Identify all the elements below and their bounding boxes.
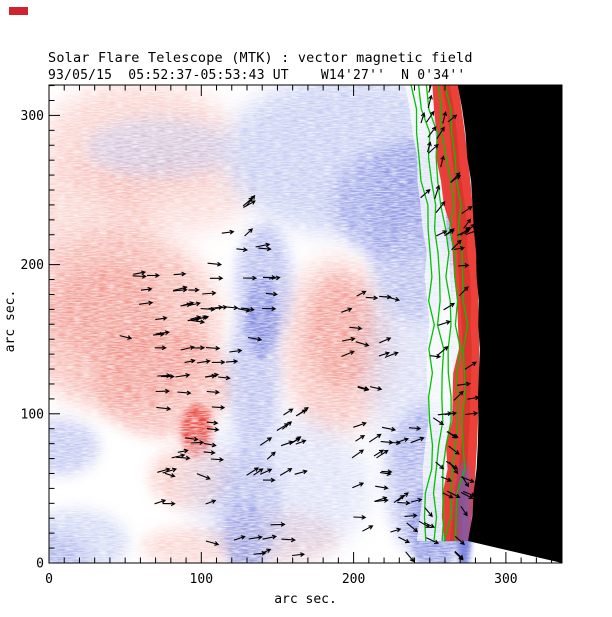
plot-title: Solar Flare Telescope (MTK) : vector mag…: [48, 50, 473, 66]
svg-text:200: 200: [21, 258, 44, 273]
annotation-marker: [9, 7, 28, 15]
plot-subtitle: 93/05/15 05:52:37-05:53:43 UT W14'27'' N…: [48, 68, 466, 83]
svg-text:300: 300: [494, 572, 517, 587]
svg-text:0: 0: [36, 557, 44, 572]
svg-text:100: 100: [190, 572, 213, 587]
svg-text:300: 300: [21, 109, 44, 124]
x-axis-label: arc sec.: [274, 592, 337, 607]
svg-text:200: 200: [342, 572, 365, 587]
svg-text:0: 0: [45, 572, 53, 587]
svg-text:100: 100: [21, 407, 44, 422]
